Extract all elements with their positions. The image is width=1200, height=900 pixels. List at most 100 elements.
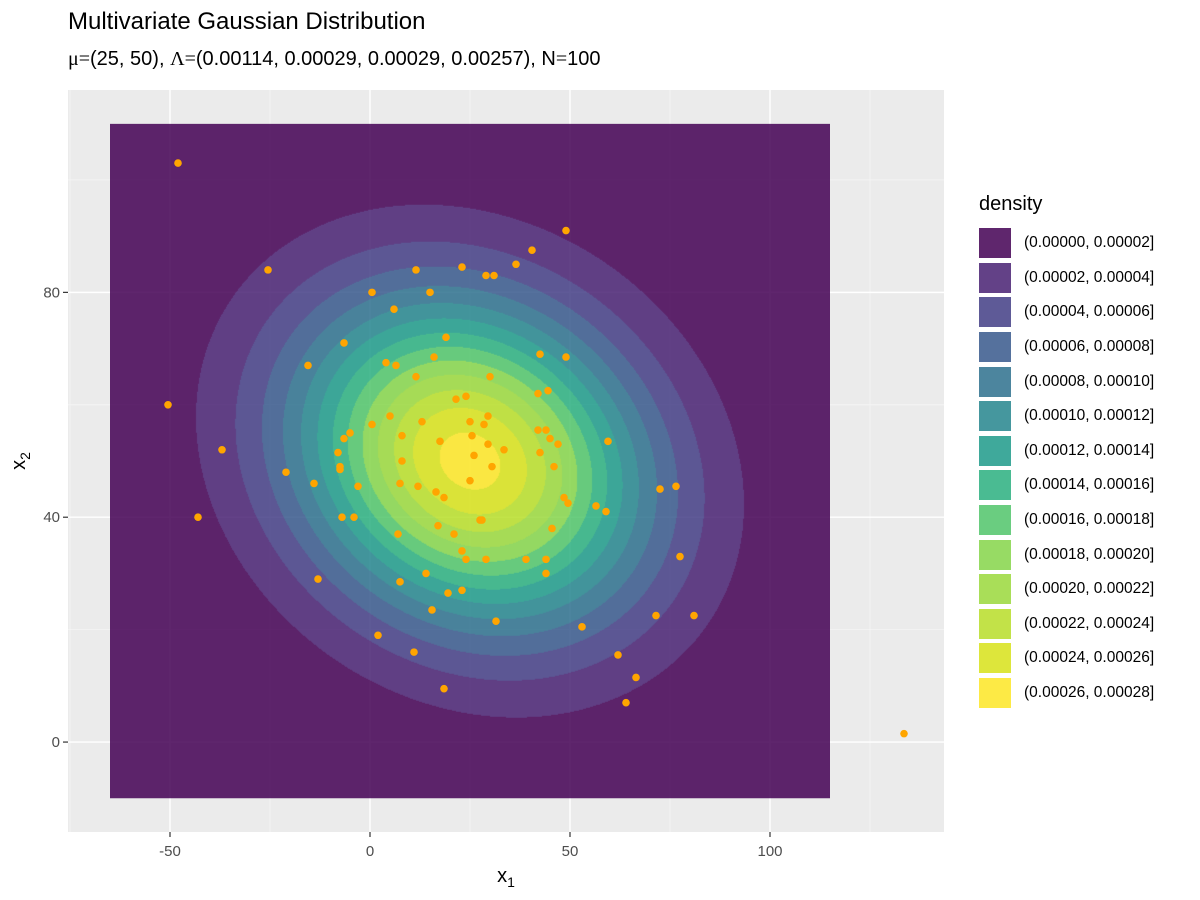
data-point: [304, 361, 312, 370]
data-point: [428, 606, 436, 614]
legend-item: (0.00008, 0.00010]: [978, 364, 1154, 399]
data-point: [434, 521, 442, 530]
legend-item: (0.00012, 0.00014]: [978, 434, 1154, 469]
data-point: [458, 547, 466, 555]
data-point: [466, 417, 474, 426]
data-point: [480, 420, 488, 429]
legend-item: (0.00020, 0.00022]: [978, 572, 1154, 607]
data-point: [334, 448, 342, 457]
data-point: [368, 288, 376, 297]
legend-label: (0.00024, 0.00026]: [1024, 649, 1155, 667]
data-point: [622, 698, 630, 707]
legend-item: (0.00002, 0.00004]: [978, 261, 1154, 296]
chart-title: Multivariate Gaussian Distribution: [68, 8, 426, 35]
separator-1: ,: [158, 48, 171, 70]
data-point: [676, 552, 684, 561]
data-point: [542, 555, 550, 564]
lambda-symbol: Λ: [170, 48, 185, 70]
data-point: [340, 434, 348, 443]
x-axis: -50 0 50 100: [159, 832, 783, 860]
legend-key-swatch: [978, 365, 1012, 398]
data-point: [398, 431, 406, 440]
data-point: [462, 555, 470, 564]
legend-label: (0.00016, 0.00018]: [1024, 511, 1155, 529]
data-point: [536, 448, 544, 457]
legend-items: (0.00000, 0.00002] (0.00002, 0.00004] (0.0…: [978, 226, 1154, 710]
legend-item: (0.00026, 0.00028]: [978, 676, 1154, 711]
density-contours: [110, 123, 830, 799]
data-point: [592, 502, 600, 510]
legend-label: (0.00010, 0.00012]: [1024, 407, 1155, 425]
data-point: [536, 350, 544, 358]
data-point: [652, 611, 660, 620]
data-point: [672, 482, 680, 491]
legend-label: (0.00002, 0.00004]: [1024, 268, 1155, 286]
data-point: [468, 431, 476, 440]
data-point: [560, 493, 568, 502]
data-point: [458, 263, 466, 271]
legend: density (0.00000, 0.00002] (0.00002, 0.00…: [978, 193, 1154, 710]
legend-key-swatch: [978, 607, 1012, 640]
data-point: [632, 673, 640, 682]
data-point: [482, 555, 490, 564]
data-point: [534, 389, 542, 398]
legend-title: density: [979, 193, 1043, 215]
data-point: [412, 266, 420, 274]
legend-key-swatch: [978, 227, 1012, 260]
data-point: [436, 437, 444, 446]
legend-key-swatch: [978, 538, 1012, 571]
data-point: [164, 400, 172, 409]
legend-label: (0.00006, 0.00008]: [1024, 338, 1155, 356]
legend-label: (0.00008, 0.00010]: [1024, 372, 1155, 390]
equals-sign-2: =: [184, 48, 196, 70]
data-point: [374, 631, 382, 640]
data-point: [418, 417, 426, 426]
data-point: [614, 651, 622, 659]
legend-key-swatch: [978, 504, 1012, 537]
chart-subtitle: μ=(25, 50), Λ=(0.00114, 0.00029, 0.00029…: [68, 48, 600, 71]
density-raster: [110, 123, 830, 799]
data-point: [386, 412, 394, 420]
legend-label: (0.00026, 0.00028]: [1024, 684, 1155, 702]
legend-item: (0.00016, 0.00018]: [978, 503, 1154, 538]
data-point: [656, 485, 664, 493]
mu-value: (25, 50): [90, 48, 159, 70]
legend-key-swatch: [978, 469, 1012, 502]
data-point: [396, 578, 404, 586]
x-tick-label: 0: [366, 843, 374, 860]
data-point: [542, 426, 550, 434]
equals-sign-1: =: [78, 48, 91, 70]
legend-label: (0.00012, 0.00014]: [1024, 441, 1155, 459]
data-point: [550, 462, 558, 471]
data-point: [602, 507, 610, 516]
data-point: [314, 575, 322, 583]
data-point: [390, 305, 398, 314]
data-point: [546, 434, 554, 443]
legend-item: (0.00000, 0.00002]: [978, 226, 1154, 261]
data-point: [604, 437, 612, 446]
legend-item: (0.00018, 0.00020]: [978, 537, 1154, 572]
lambda-value: (0.00114, 0.00029, 0.00029, 0.00257): [195, 48, 531, 70]
legend-item: (0.00006, 0.00008]: [978, 330, 1154, 365]
data-point: [562, 226, 570, 235]
data-point: [522, 555, 530, 564]
data-point: [422, 569, 430, 578]
data-point: [490, 271, 498, 280]
data-point: [398, 457, 406, 465]
data-point: [534, 426, 542, 434]
data-point: [900, 729, 908, 738]
data-point: [338, 513, 346, 522]
y-tick-label: 40: [43, 509, 60, 526]
legend-key-swatch: [978, 677, 1012, 710]
data-point: [340, 339, 348, 347]
legend-item: (0.00010, 0.00012]: [978, 399, 1154, 434]
data-point: [336, 462, 344, 471]
legend-label: (0.00020, 0.00022]: [1024, 580, 1155, 598]
equals-sign-3: =: [555, 48, 568, 70]
data-point: [394, 530, 402, 538]
legend-label: (0.00018, 0.00020]: [1024, 545, 1155, 563]
legend-item: (0.00004, 0.00006]: [978, 295, 1154, 330]
legend-item: (0.00022, 0.00024]: [978, 607, 1154, 642]
x-tick-label: 100: [757, 843, 782, 860]
